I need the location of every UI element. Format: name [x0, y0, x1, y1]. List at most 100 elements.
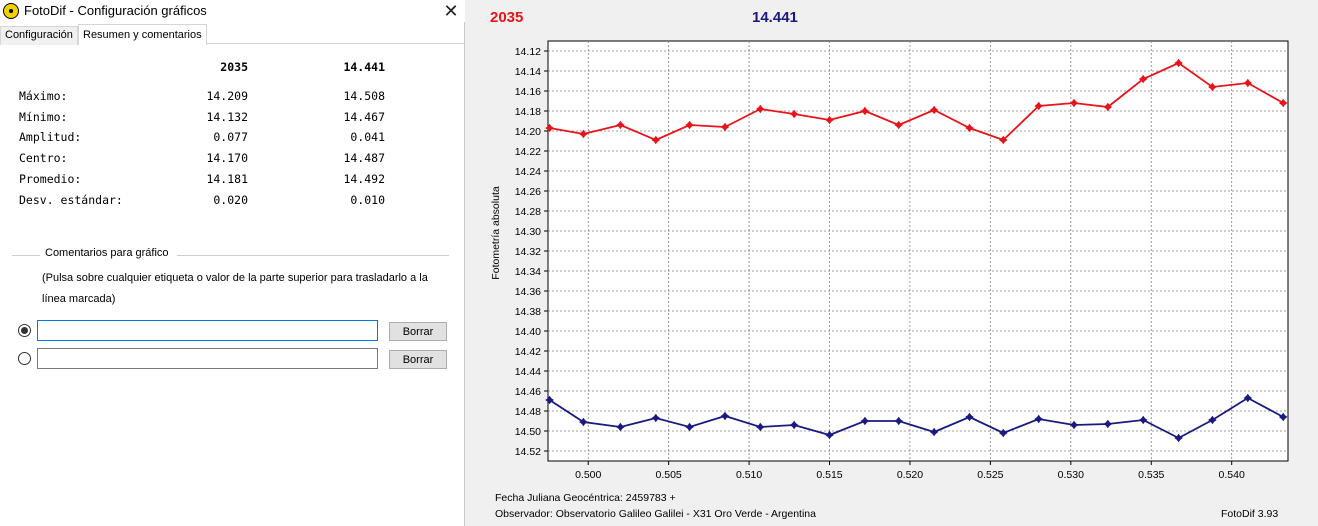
- series-point-1: [1243, 78, 1253, 88]
- comment-line-2-clear-button[interactable]: Borrar: [389, 350, 447, 369]
- series-point-2: [825, 430, 834, 440]
- y-tick-label: 14.38: [515, 306, 541, 318]
- summary-row: Máximo: 14.209 14.508: [0, 89, 465, 105]
- chart-header-label-2: 14.441: [752, 9, 798, 26]
- summary-label[interactable]: Máximo:: [19, 89, 68, 103]
- series-point-1: [999, 135, 1008, 145]
- series-point-1: [1069, 98, 1079, 108]
- series-point-1: [1138, 74, 1148, 84]
- series-point-2: [720, 411, 730, 421]
- series-point-1: [651, 135, 661, 145]
- series-point-1: [1103, 102, 1113, 112]
- comment-line-1-radio[interactable]: [18, 324, 31, 337]
- series-point-1: [756, 104, 765, 114]
- summary-row: Mínimo: 14.132 14.467: [0, 110, 465, 126]
- series-point-1: [860, 106, 870, 116]
- series-point-2: [756, 422, 765, 432]
- summary-value-2[interactable]: 0.041: [350, 130, 385, 144]
- summary-value-1[interactable]: 14.170: [206, 151, 248, 165]
- y-tick-label: 14.18: [515, 106, 541, 118]
- y-tick-label: 14.20: [515, 126, 541, 138]
- comments-description: (Pulsa sobre cualquier etiqueta o valor …: [42, 272, 428, 305]
- y-tick-label: 14.12: [515, 46, 541, 58]
- summary-label[interactable]: Promedio:: [19, 172, 82, 186]
- series-point-2: [685, 422, 694, 432]
- title-bar: FotoDif - Configuración gráficos ✕: [0, 0, 465, 22]
- series-point-1: [965, 123, 974, 133]
- series-point-1: [789, 109, 799, 119]
- comment-line-2-radio[interactable]: [18, 352, 31, 365]
- summary-header-2[interactable]: 14.441: [343, 60, 385, 74]
- summary-row: Promedio: 14.181 14.492: [0, 172, 465, 188]
- footer-julian-date: Fecha Juliana Geocéntrica: 2459783 +: [495, 492, 676, 504]
- tab-bar: Configuración Resumen y comentarios: [0, 24, 465, 45]
- series-point-1: [1278, 98, 1288, 108]
- summary-label[interactable]: Centro:: [19, 151, 68, 165]
- summary-value-1[interactable]: 14.132: [206, 110, 248, 124]
- x-tick-label: 0.535: [1138, 469, 1164, 481]
- x-tick-label: 0.505: [656, 469, 682, 481]
- y-tick-label: 14.52: [515, 446, 541, 458]
- chart-header-label-1: 2035: [490, 9, 524, 26]
- series-point-2: [1138, 415, 1148, 425]
- summary-label[interactable]: Desv. estándar:: [19, 193, 123, 207]
- series-point-1: [720, 122, 730, 132]
- y-tick-label: 14.34: [515, 266, 541, 278]
- summary-value-2[interactable]: 0.010: [350, 193, 385, 207]
- series-point-1: [545, 123, 554, 133]
- series-point-2: [929, 427, 939, 437]
- summary-value-2[interactable]: 14.492: [343, 172, 385, 186]
- series-point-1: [1208, 82, 1217, 92]
- tab-configuracion[interactable]: Configuración: [0, 26, 78, 45]
- chart-panel: 2035 14.441 14.12 14.14 14.16 14.18 14.20 14.…: [470, 0, 1318, 526]
- series-point-1: [1034, 101, 1043, 111]
- x-tick-label: 0.525: [977, 469, 1003, 481]
- series-point-2: [1174, 433, 1183, 443]
- series-point-2: [545, 395, 554, 405]
- x-tick-label: 0.500: [575, 469, 601, 481]
- summary-row: Centro: 14.170 14.487: [0, 151, 465, 167]
- summary-label[interactable]: Amplitud:: [19, 130, 82, 144]
- series-point-2: [616, 422, 625, 432]
- tab-resumen-comentarios[interactable]: Resumen y comentarios: [78, 24, 207, 45]
- summary-label[interactable]: Mínimo:: [19, 110, 68, 124]
- series-point-1: [1174, 58, 1183, 68]
- y-tick-label: 14.46: [515, 386, 541, 398]
- comment-line-1-input[interactable]: [37, 320, 378, 341]
- series-point-2: [1243, 393, 1253, 403]
- series-point-1: [579, 129, 588, 139]
- x-tick-label: 0.530: [1058, 469, 1084, 481]
- y-tick-label: 14.26: [515, 186, 541, 198]
- comment-line-1-clear-button[interactable]: Borrar: [389, 322, 447, 341]
- y-tick-label: 14.30: [515, 226, 541, 238]
- x-tick-label: 0.520: [897, 469, 923, 481]
- group-divider: [12, 255, 40, 256]
- y-tick-label: 14.44: [515, 366, 541, 378]
- summary-value-1[interactable]: 0.020: [213, 193, 248, 207]
- app-icon: [3, 3, 19, 19]
- summary-value-2[interactable]: 14.467: [343, 110, 385, 124]
- summary-value-1[interactable]: 14.209: [206, 89, 248, 103]
- y-tick-label: 14.14: [515, 66, 541, 78]
- y-axis-label: Fotometría absoluta: [490, 186, 502, 280]
- comment-line-2-input[interactable]: [37, 348, 378, 369]
- series-point-2: [789, 420, 799, 430]
- y-tick-label: 14.36: [515, 286, 541, 298]
- footer-version: FotoDif 3.93: [1221, 508, 1279, 520]
- y-tick-label: 14.22: [515, 146, 541, 158]
- series-point-2: [894, 416, 903, 426]
- summary-header-1[interactable]: 2035: [220, 60, 248, 74]
- y-tick-label: 14.16: [515, 86, 541, 98]
- series-point-2: [1278, 412, 1288, 422]
- summary-value-2[interactable]: 14.487: [343, 151, 385, 165]
- window-title: FotoDif - Configuración gráficos: [24, 3, 207, 18]
- summary-value-2[interactable]: 14.508: [343, 89, 385, 103]
- footer-observer: Observador: Observatorio Galileo Galilei…: [495, 508, 816, 520]
- summary-row: Amplitud: 0.077 0.041: [0, 130, 465, 146]
- close-icon[interactable]: ✕: [443, 1, 459, 21]
- summary-value-1[interactable]: 0.077: [213, 130, 248, 144]
- y-tick-label: 14.28: [515, 206, 541, 218]
- light-curve-chart[interactable]: 14.12 14.14 14.16 14.18 14.20 14.22 14.24 14.26…: [470, 0, 1318, 490]
- summary-value-1[interactable]: 14.181: [206, 172, 248, 186]
- x-tick-label: 0.515: [816, 469, 842, 481]
